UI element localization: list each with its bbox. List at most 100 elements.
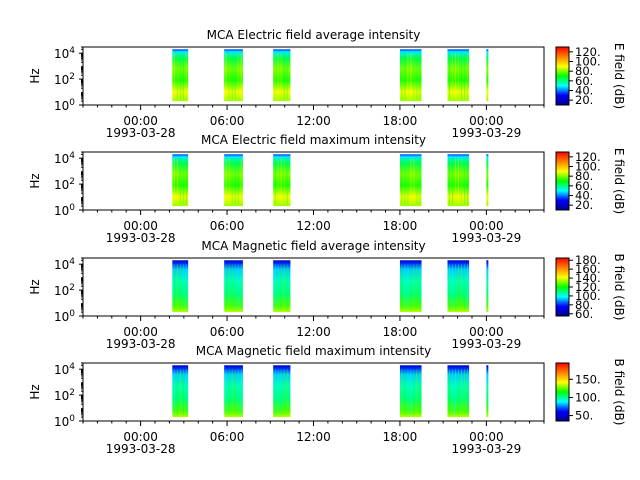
x-tick-time-label: 06:00 (210, 114, 245, 128)
spectrogram-block-4 (399, 365, 422, 418)
y-tick-base: 10 (54, 152, 69, 166)
colorbar (555, 151, 570, 211)
x-tick-time-label: 12:00 (296, 430, 331, 444)
colorbar-label: E field (dB) (612, 43, 626, 109)
y-tick-label: 100 (54, 203, 75, 218)
spectrogram-panel-4: MCA Magnetic field maximum intensity1001… (28, 344, 626, 456)
colorbar-tick-label: 100. (575, 55, 601, 69)
x-tick-date-label: 1993-03-28 (106, 442, 176, 456)
y-tick-label: 104 (54, 46, 75, 61)
y-tick-exponent: 2 (69, 283, 75, 293)
y-tick-label: 104 (54, 151, 75, 166)
x-tick-time-label: 00:00 (469, 325, 504, 339)
colorbar-label: B field (dB) (612, 254, 626, 321)
spectrogram-block-4 (399, 49, 422, 102)
x-tick-time-label: 00:00 (469, 430, 504, 444)
colorbar-label: B field (dB) (612, 359, 626, 426)
y-tick-base: 10 (54, 204, 69, 218)
spectrogram-block-3 (273, 154, 291, 207)
spectrogram-block-3 (273, 365, 291, 418)
y-tick-label: 100 (54, 98, 75, 113)
x-tick-time-label: 18:00 (383, 219, 418, 233)
spectrogram-block-2 (224, 49, 243, 102)
x-tick-time-label: 12:00 (296, 114, 331, 128)
axes-frame (82, 257, 545, 317)
y-tick-exponent: 4 (69, 151, 75, 161)
colorbar-label: E field (dB) (612, 148, 626, 214)
y-tick-exponent: 4 (69, 257, 75, 267)
colorbar-tick-label: 120. (575, 150, 601, 164)
spectrogram-block-6 (486, 154, 489, 207)
y-tick-exponent: 4 (69, 362, 75, 372)
colorbar-tick-label: 100. (575, 390, 601, 404)
y-tick-label: 104 (54, 362, 75, 377)
axes-frame (82, 151, 545, 211)
x-tick-time-label: 18:00 (383, 430, 418, 444)
y-tick-exponent: 0 (69, 414, 75, 424)
spectrogram-block-2 (224, 365, 243, 418)
spectrogram-block-1 (172, 365, 189, 418)
spectrogram-block-5 (447, 260, 470, 313)
colorbar-tick-label: 80. (575, 298, 593, 312)
y-tick-base: 10 (54, 99, 69, 113)
y-axis-label: Hz (28, 173, 42, 188)
colorbar-tick-label: 20. (575, 198, 593, 212)
colorbar-tick-label: 60. (575, 74, 593, 88)
x-tick-date-label: 1993-03-29 (452, 126, 522, 140)
x-tick-date-label: 1993-03-28 (106, 231, 176, 245)
y-axis-label: Hz (28, 384, 42, 399)
y-axis-label: Hz (28, 68, 42, 83)
y-tick-label: 102 (54, 72, 75, 87)
spectrogram-block-1 (172, 154, 189, 207)
x-tick-time-label: 12:00 (296, 219, 331, 233)
colorbar-tick-label: 180. (575, 253, 601, 267)
panel-title: MCA Electric field maximum intensity (201, 133, 426, 147)
colorbar-tick-label: 50. (575, 409, 593, 423)
x-tick-time-label: 00:00 (123, 114, 158, 128)
x-tick-time-label: 00:00 (469, 114, 504, 128)
y-tick-base: 10 (54, 310, 69, 324)
x-tick-date-label: 1993-03-28 (106, 337, 176, 351)
panel-title: MCA Electric field average intensity (207, 28, 421, 42)
colorbar-tick-label: 60. (575, 307, 593, 321)
colorbar-tick-label: 40. (575, 189, 593, 203)
colorbar-tick-label: 40. (575, 84, 593, 98)
axes-frame (82, 362, 545, 422)
y-tick-label: 102 (54, 388, 75, 403)
y-tick-base: 10 (54, 363, 69, 377)
x-tick-time-label: 18:00 (383, 114, 418, 128)
x-tick-time-label: 06:00 (210, 219, 245, 233)
x-tick-date-label: 1993-03-28 (106, 126, 176, 140)
spectrogram-block-1 (172, 260, 189, 313)
spectrogram-block-5 (447, 49, 470, 102)
colorbar-tick-label: 150. (575, 372, 601, 386)
colorbar-tick-label: 120. (575, 45, 601, 59)
panel-title: MCA Magnetic field average intensity (201, 239, 425, 253)
x-tick-time-label: 00:00 (469, 219, 504, 233)
spectrogram-block-6 (486, 365, 489, 418)
x-tick-time-label: 00:00 (123, 325, 158, 339)
colorbar-tick-label: 160. (575, 262, 601, 276)
y-tick-base: 10 (54, 73, 69, 87)
spectrogram-block-6 (486, 49, 489, 102)
y-tick-exponent: 2 (69, 177, 75, 187)
y-tick-exponent: 4 (69, 46, 75, 56)
y-tick-label: 102 (54, 177, 75, 192)
colorbar (555, 46, 570, 106)
y-tick-exponent: 2 (69, 388, 75, 398)
spectrogram-block-4 (399, 154, 422, 207)
x-tick-date-label: 1993-03-29 (452, 442, 522, 456)
colorbar (555, 362, 570, 422)
y-tick-label: 100 (54, 309, 75, 324)
colorbar-tick-label: 120. (575, 280, 601, 294)
spectrogram-block-6 (486, 260, 489, 313)
colorbar-tick-label: 80. (575, 64, 593, 78)
x-tick-time-label: 06:00 (210, 430, 245, 444)
colorbar-tick-label: 100. (575, 160, 601, 174)
x-tick-time-label: 06:00 (210, 325, 245, 339)
x-tick-time-label: 12:00 (296, 325, 331, 339)
y-tick-base: 10 (54, 178, 69, 192)
y-tick-base: 10 (54, 258, 69, 272)
spectrogram-block-4 (399, 260, 422, 313)
y-tick-exponent: 0 (69, 309, 75, 319)
